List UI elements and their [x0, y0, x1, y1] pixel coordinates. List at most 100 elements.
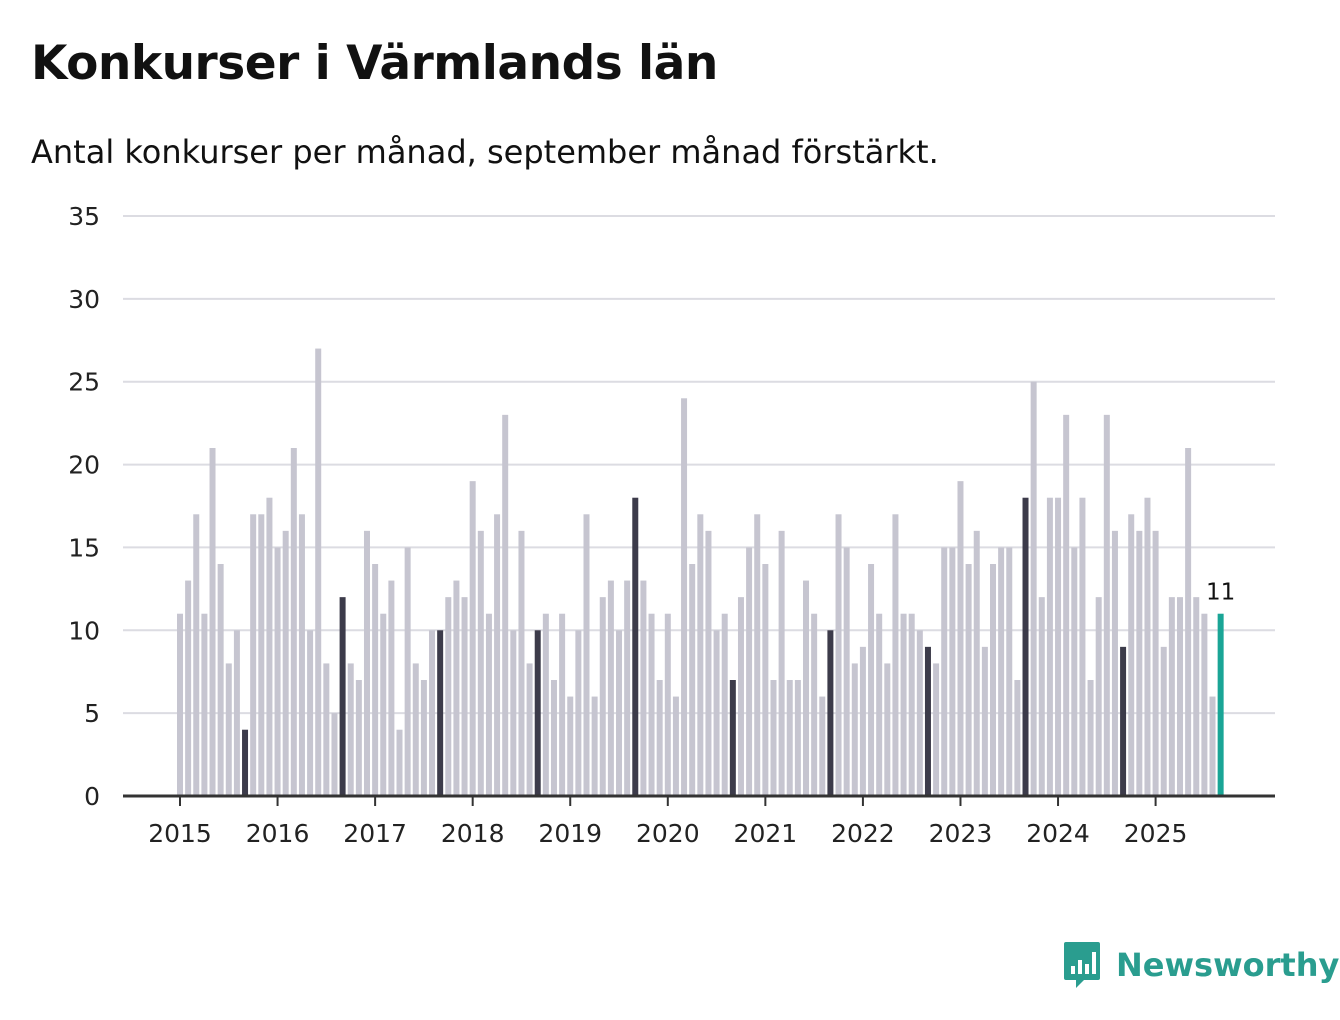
bar: [640, 580, 647, 796]
bar: [380, 613, 387, 796]
bar: [404, 547, 411, 796]
bar: [355, 680, 362, 796]
bar: [681, 398, 688, 796]
x-tick-label: 2025: [1124, 819, 1188, 848]
brand-name: Newsworthy: [1116, 946, 1340, 984]
bar: [949, 547, 956, 796]
chart-subtitle: Antal konkurser per månad, september mån…: [31, 133, 939, 171]
bar: [1095, 597, 1102, 796]
bar: [811, 613, 818, 796]
bar: [233, 630, 240, 796]
bar: [518, 530, 525, 796]
bar: [786, 680, 793, 796]
bar: [656, 680, 663, 796]
bar: [843, 547, 850, 796]
bar: [1193, 597, 1200, 796]
bar: [900, 613, 907, 796]
bar: [713, 630, 720, 796]
x-tick-label: 2017: [343, 819, 407, 848]
y-tick-label: 20: [68, 451, 100, 480]
bar: [705, 530, 712, 796]
bar: [819, 696, 826, 796]
bar: [209, 448, 216, 796]
y-tick-label: 10: [68, 616, 100, 645]
bar: [689, 564, 696, 796]
bar: [510, 630, 517, 796]
axes: [123, 794, 1275, 806]
bar: [1128, 514, 1135, 796]
bar: [1046, 497, 1053, 796]
bar: [1111, 530, 1118, 796]
bar: [851, 663, 858, 796]
bar: [575, 630, 582, 796]
bar: [177, 613, 183, 796]
bar: [583, 514, 590, 796]
bar: [697, 514, 704, 796]
bar: [957, 481, 964, 796]
bar: [485, 613, 492, 796]
bar: [892, 514, 899, 796]
bar: [616, 630, 623, 796]
bar: [933, 663, 940, 796]
bar: [542, 613, 549, 796]
bar: [1152, 530, 1159, 796]
bars: [177, 348, 1224, 796]
bar: [835, 514, 842, 796]
bar: [1038, 597, 1045, 796]
bar: [1176, 597, 1183, 796]
bar: [794, 680, 801, 796]
y-tick-label: 5: [84, 699, 100, 728]
bar: [1185, 448, 1192, 796]
bar: [266, 497, 273, 796]
bar: [526, 663, 533, 796]
y-tick-label: 0: [84, 782, 100, 811]
bar: [1201, 613, 1208, 796]
bar: [884, 663, 891, 796]
bar: [372, 564, 379, 796]
bar: [990, 564, 996, 796]
bar: [193, 514, 200, 796]
bar: [981, 646, 988, 796]
bar: [1209, 696, 1216, 796]
bar: [664, 613, 671, 796]
bar: [396, 729, 403, 796]
bar: [502, 414, 509, 796]
bar: [185, 580, 192, 796]
bar: [429, 630, 436, 796]
bar: [315, 348, 322, 796]
bar: [1087, 680, 1094, 796]
bar: [298, 514, 305, 796]
bar-september: [827, 630, 834, 796]
bar: [721, 613, 728, 796]
x-tick-label: 2016: [246, 819, 310, 848]
bar: [469, 481, 476, 796]
bar: [737, 597, 744, 796]
bar: [1014, 680, 1021, 796]
bar: [1063, 414, 1070, 796]
bar: [217, 564, 224, 796]
bar: [347, 663, 354, 796]
bar: [770, 680, 777, 796]
bar: [1168, 597, 1175, 796]
bar: [965, 564, 972, 796]
bar: [941, 547, 948, 796]
bar-september: [1120, 646, 1127, 796]
bar: [908, 613, 915, 796]
newsworthy-logo: Newsworthy: [1062, 940, 1339, 990]
bar: [1079, 497, 1086, 796]
bar: [868, 564, 875, 796]
bar: [331, 713, 338, 796]
bar: [672, 696, 679, 796]
bar: [363, 530, 370, 796]
bar: [916, 630, 923, 796]
bar: [323, 663, 330, 796]
x-tick-label: 2023: [929, 819, 993, 848]
x-tick-label: 2015: [148, 819, 212, 848]
bar: [1071, 547, 1078, 796]
bar: [274, 547, 281, 796]
bar: [567, 696, 574, 796]
latest-value-label: 11: [1206, 580, 1235, 606]
bar: [803, 580, 810, 796]
bar: [477, 530, 484, 796]
